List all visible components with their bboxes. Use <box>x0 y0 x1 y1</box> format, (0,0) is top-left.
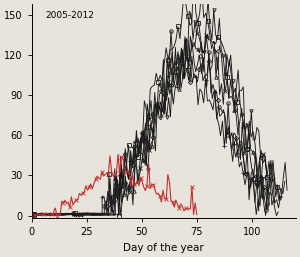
Text: 2005-2012: 2005-2012 <box>45 11 94 20</box>
X-axis label: Day of the year: Day of the year <box>123 243 204 253</box>
